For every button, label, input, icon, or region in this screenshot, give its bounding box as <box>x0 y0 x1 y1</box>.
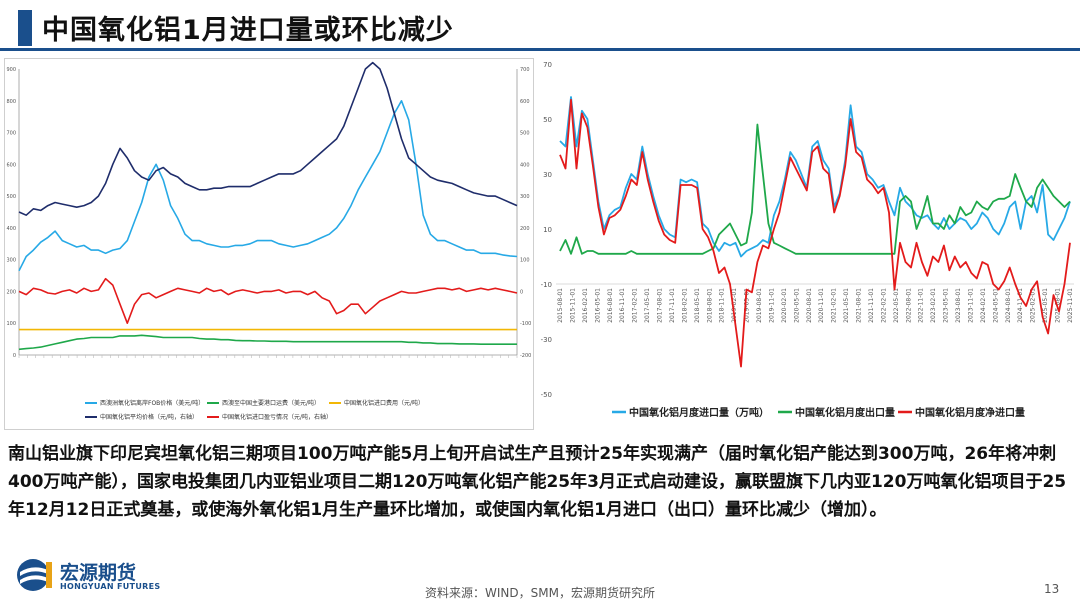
right-y-tick-label: 300 <box>520 194 530 200</box>
x-tick-label: 2018-02-01 <box>681 288 688 323</box>
x-tick-label: 2018-05-01 <box>694 288 701 323</box>
x-tick-label: 2019-08-01 <box>756 288 763 323</box>
legend-label: 中国氧化铝月度净进口量 <box>915 406 1025 419</box>
left-y-tick-label: 900 <box>6 67 16 73</box>
left-y-tick-label: 500 <box>6 194 16 200</box>
series-line <box>559 96 1071 258</box>
series-line <box>18 334 517 351</box>
right-y-tick-label: -200 <box>520 353 531 359</box>
y-tick-label: -30 <box>541 336 552 344</box>
x-tick-label: 2021-08-01 <box>856 288 863 323</box>
right-y-tick-label: 500 <box>520 131 530 137</box>
left-y-tick-label: 0 <box>13 353 16 359</box>
x-tick-label: 2021-11-01 <box>868 288 875 323</box>
x-tick-label: 2022-05-01 <box>893 288 900 323</box>
source-note: 资料来源：WIND，SMM，宏源期货研究所 <box>425 586 655 600</box>
left-y-tick-label: 300 <box>6 258 16 264</box>
x-tick-label: 2019-11-01 <box>769 288 776 323</box>
y-tick-label: 10 <box>543 226 552 234</box>
x-tick-label: 2018-11-01 <box>719 288 726 323</box>
logo-cn-text: 宏源期货 <box>60 562 137 584</box>
page-header: 中国氧化铝1月进口量或环比减少 <box>0 0 1080 56</box>
x-tick-label: 2020-08-01 <box>806 288 813 323</box>
y-tick-label: -50 <box>541 391 552 399</box>
legend-label: 西澳洲氧化铝离岸FOB价格（美元/吨） <box>100 399 204 407</box>
x-tick-label: 2016-08-01 <box>607 288 614 323</box>
series-line <box>559 123 1071 255</box>
x-tick-label: 2020-11-01 <box>818 288 825 323</box>
logo-en-text: HONGYUAN FUTURES <box>60 582 161 591</box>
series-line <box>559 98 1071 368</box>
legend-label: 中国氧化铝进口费用（元/吨） <box>344 399 424 407</box>
x-tick-label: 2024-08-01 <box>1005 288 1012 323</box>
right-y-tick-label: 700 <box>520 67 530 73</box>
x-tick-label: 2023-05-01 <box>943 288 950 323</box>
x-tick-label: 2017-05-01 <box>644 288 651 323</box>
right-chart-panel: 70 50 30 10 -10 -30 -50 2015-08-01 2015-11-01 201… <box>538 58 1078 428</box>
right-y-tick-label: 100 <box>520 258 530 264</box>
left-y-tick-label: 700 <box>6 131 16 137</box>
x-tick-label: 2019-02-01 <box>731 288 738 323</box>
x-tick-label: 2023-02-01 <box>930 288 937 323</box>
x-tick-label: 2022-02-01 <box>880 288 887 323</box>
x-tick-label: 2016-05-01 <box>594 288 601 323</box>
y-tick-label: 70 <box>543 61 552 69</box>
y-tick-label: 30 <box>543 171 552 179</box>
left-y-tick-label: 100 <box>6 321 16 327</box>
right-y-tick-label: 200 <box>520 226 530 232</box>
left-chart: 900 800 700 600 500 400 300 200 100 0 700 600 500 400… <box>6 61 531 421</box>
legend-label: 西澳至中国主要港口运费（美元/吨） <box>222 399 320 407</box>
x-tick-label: 2016-02-01 <box>582 288 589 323</box>
title-accent-bar <box>18 10 32 46</box>
left-y-tick-label: 800 <box>6 99 16 105</box>
x-tick-label: 2021-05-01 <box>843 288 850 323</box>
legend-label: 中国氧化铝平均价格（元/吨，右轴） <box>100 413 198 421</box>
x-tick-label: 2017-02-01 <box>632 288 639 323</box>
y-tick-label: 50 <box>543 116 552 124</box>
x-tick-label: 2025-11-01 <box>1067 288 1074 323</box>
x-tick-label: 2020-02-01 <box>781 288 788 323</box>
x-tick-label: 2017-08-01 <box>657 288 664 323</box>
company-logo: 宏源期货 HONGYUAN FUTURES <box>16 556 166 596</box>
hongyuan-logo-icon <box>17 559 52 591</box>
right-y-tick-label: 400 <box>520 162 530 168</box>
legend-label: 中国氧化铝月度进口量（万吨） <box>629 406 769 419</box>
y-tick-label: -10 <box>541 281 552 289</box>
page-number: 13 <box>1044 582 1060 596</box>
page-title: 中国氧化铝1月进口量或环比减少 <box>42 15 454 46</box>
x-tick-label: 2023-08-01 <box>955 288 962 323</box>
series-line <box>18 61 518 216</box>
x-tick-label: 2015-11-01 <box>569 288 576 323</box>
left-y-tick-label: 600 <box>6 162 16 168</box>
right-y-tick-label: 600 <box>520 99 530 105</box>
header-rule <box>0 48 1080 51</box>
right-y-tick-label: -100 <box>520 321 531 327</box>
left-y-tick-label: 200 <box>6 289 16 295</box>
left-y-tick-label: 400 <box>6 226 16 232</box>
x-tick-label: 2023-11-01 <box>968 288 975 323</box>
x-tick-label: 2022-08-01 <box>905 288 912 323</box>
x-tick-label: 2015-08-01 <box>557 288 564 323</box>
x-tick-label: 2024-05-01 <box>992 288 999 323</box>
legend-label: 中国氧化铝月度出口量 <box>795 406 895 419</box>
x-tick-label: 2022-11-01 <box>918 288 925 323</box>
x-tick-label: 2018-08-01 <box>706 288 713 323</box>
left-chart-panel: 900 800 700 600 500 400 300 200 100 0 700 600 500 400… <box>4 58 534 430</box>
x-tick-label: 2024-02-01 <box>980 288 987 323</box>
x-tick-label: 2025-02-01 <box>1030 288 1037 323</box>
x-tick-label: 2019-05-01 <box>744 288 751 323</box>
analysis-paragraph: 南山铝业旗下印尼宾坦氧化铝三期项目100万吨产能5月上旬开启试生产且预计25年实… <box>8 444 1067 520</box>
right-chart: 70 50 30 10 -10 -30 -50 2015-08-01 2015-11-01 201… <box>541 61 1074 419</box>
series-line <box>18 99 518 272</box>
x-tick-label: 2025-08-01 <box>1055 288 1062 323</box>
x-tick-label: 2025-05-01 <box>1042 288 1049 323</box>
x-tick-label: 2020-05-01 <box>793 288 800 323</box>
legend-label: 中国氧化铝进口盈亏情况（元/吨，右轴） <box>222 413 332 421</box>
series-line <box>18 277 518 325</box>
right-y-tick-label: 0 <box>520 289 523 295</box>
x-tick-label: 2024-11-01 <box>1017 288 1024 323</box>
x-tick-label: 2021-02-01 <box>831 288 838 323</box>
x-tick-label: 2016-11-01 <box>619 288 626 323</box>
x-tick-label: 2017-11-01 <box>669 288 676 323</box>
